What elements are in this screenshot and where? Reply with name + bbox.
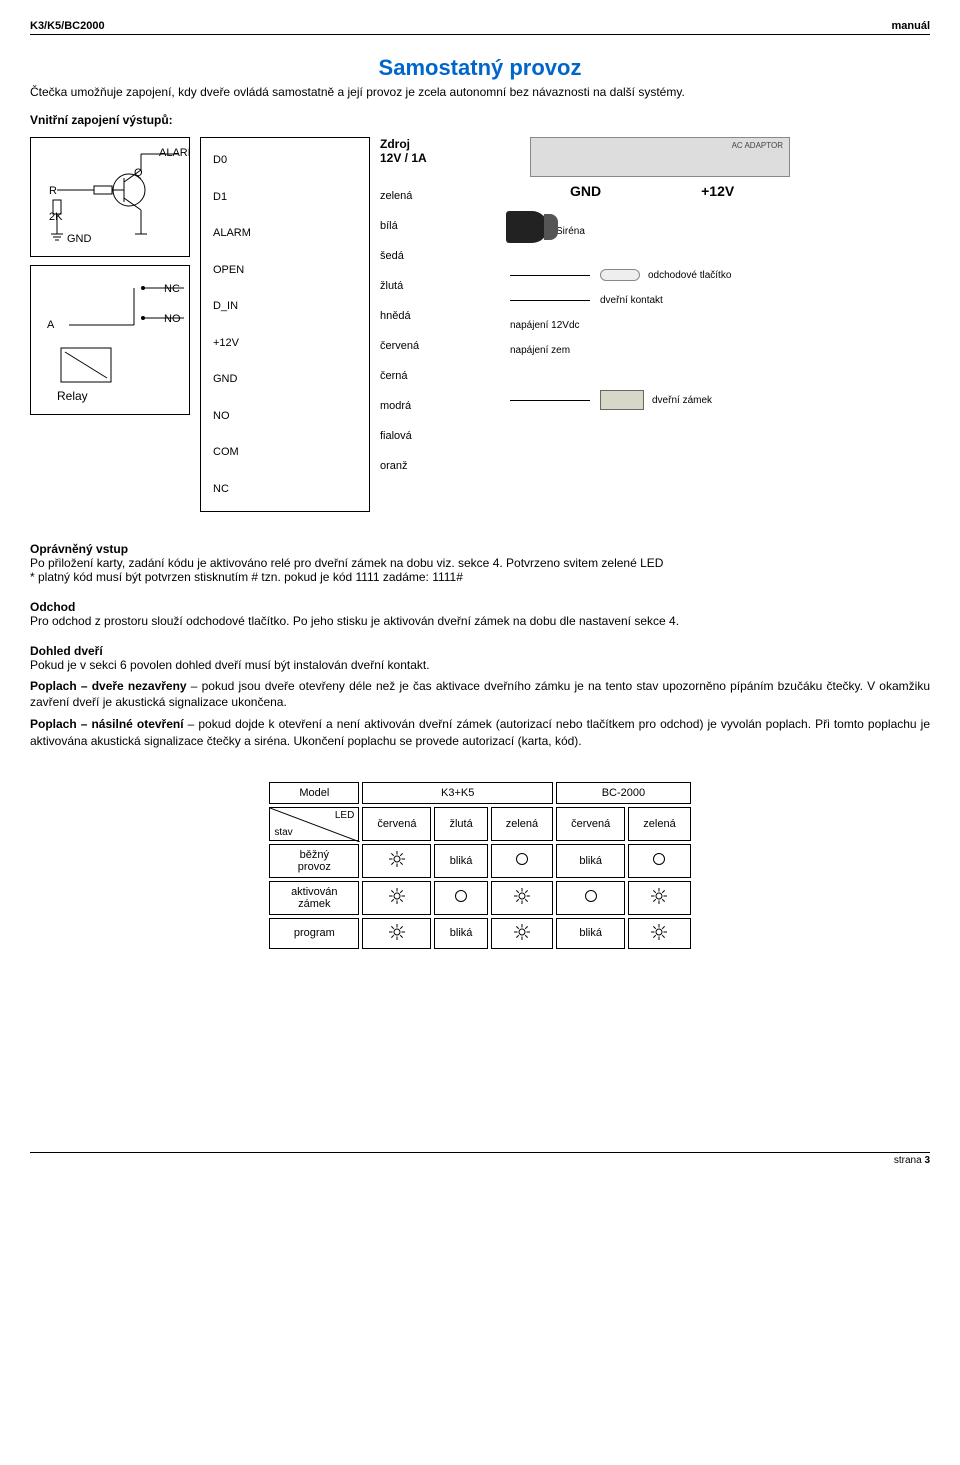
page-title: Samostatný provoz — [30, 55, 930, 81]
cell — [362, 844, 431, 878]
led-label: LED — [335, 810, 354, 821]
terminal-alarm: ALARM — [209, 226, 361, 240]
col-k-cervena: červená — [362, 807, 431, 841]
section-opravneny: Oprávněný vstup Po přiložení karty, zadá… — [30, 542, 930, 584]
cell — [628, 881, 690, 915]
intro-text: Čtečka umožňuje zapojení, kdy dveře ovlá… — [30, 85, 930, 99]
gnd-label: GND — [570, 183, 601, 199]
cell — [556, 881, 625, 915]
wire-zelena: zelená — [380, 187, 500, 205]
th-k3k5: K3+K5 — [362, 782, 553, 804]
odchod-body: Pro odchod z prostoru slouží odchodové t… — [30, 614, 679, 628]
terminal-open: OPEN — [209, 263, 361, 277]
cell — [362, 881, 431, 915]
v12-label: +12V — [701, 183, 734, 199]
zdroj-label: Zdroj 12V / 1A — [380, 137, 500, 165]
alarm-label: ALARM — [159, 147, 189, 159]
cell — [491, 844, 553, 878]
terminal-d0: D0 — [209, 153, 361, 167]
cell — [362, 918, 431, 949]
header-left: K3/K5/BC2000 — [30, 20, 105, 32]
terminal-box: D0 D1 ALARM OPEN D_IN +12V GND NO COM NC — [200, 137, 370, 512]
svg-text:NO: NO — [164, 313, 181, 325]
wire-labels: zelená bílá šedá žlutá hnědá červená čer… — [380, 181, 500, 481]
terminal-d1: D1 — [209, 190, 361, 204]
psu-box: AC ADAPTOR — [530, 137, 790, 177]
zamek-label: dveřní zámek — [652, 395, 712, 406]
cell — [628, 844, 690, 878]
exit-button-icon — [600, 269, 640, 281]
svg-text:Relay: Relay — [57, 389, 88, 403]
svg-text:A: A — [47, 319, 55, 331]
svg-text:NC: NC — [164, 283, 180, 295]
opravneny-body: Po přiložení karty, zadání kódu je aktiv… — [30, 556, 663, 570]
terminal-gnd: GND — [209, 372, 361, 386]
wire-seda: šedá — [380, 247, 500, 265]
model-table: Model K3+K5 BC-2000 LED stav červená žlu… — [266, 779, 693, 952]
dohled-title: Dohled dveří — [30, 644, 103, 658]
row-bezny: běžný provoz — [269, 844, 359, 878]
footer-page: 3 — [924, 1155, 930, 1166]
col-b-cervena: červená — [556, 807, 625, 841]
terminal-no: NO — [209, 409, 361, 423]
wire-bila: bílá — [380, 217, 500, 235]
wire-cerna: černá — [380, 367, 500, 385]
terminal-nc: NC — [209, 482, 361, 496]
footer-strana: strana — [894, 1155, 922, 1166]
opravneny-note: * platný kód musí být potvrzen stisknutí… — [30, 570, 463, 584]
svg-text:R: R — [49, 185, 57, 197]
nap12-label: napájení 12Vdc — [510, 320, 580, 331]
row-program: program — [269, 918, 359, 949]
sirena-label: Siréna — [556, 226, 585, 237]
terminal-com: COM — [209, 445, 361, 459]
svg-text:GND: GND — [67, 233, 92, 245]
cell: bliká — [434, 918, 487, 949]
wire-oranz: oranž — [380, 457, 500, 475]
col-b-zelena: zelená — [628, 807, 690, 841]
diag-cell: LED stav — [269, 807, 359, 841]
opravneny-title: Oprávněný vstup — [30, 542, 128, 556]
diagram-caption: Vnitřní zapojení výstupů: — [30, 113, 930, 127]
terminal-12v: +12V — [209, 336, 361, 350]
section-poplach1: Poplach – dveře nezavřeny – pokud jsou d… — [30, 678, 930, 710]
poplach2-title: Poplach – násilné otevření — [30, 717, 184, 731]
cell — [628, 918, 690, 949]
section-odchod: Odchod Pro odchod z prostoru slouží odch… — [30, 600, 930, 628]
diagram-right-panel: AC ADAPTOR GND +12V Siréna odchodové tla… — [510, 137, 930, 410]
section-poplach2: Poplach – násilné otevření – pokud dojde… — [30, 716, 930, 748]
section-dohled: Dohled dveří Pokud je v sekci 6 povolen … — [30, 644, 930, 672]
cell: bliká — [556, 844, 625, 878]
terminal-din: D_IN — [209, 299, 361, 313]
row-aktiv: aktivován zámek — [269, 881, 359, 915]
wiring-diagram: ALARM R Q 2K — [30, 137, 930, 512]
col-k-zluta: žlutá — [434, 807, 487, 841]
header-bar: K3/K5/BC2000 manuál — [30, 20, 930, 35]
odchod-title: Odchod — [30, 600, 75, 614]
dohled-body: Pokud je v sekci 6 povolen dohled dveří … — [30, 658, 430, 672]
wire-zluta: žlutá — [380, 277, 500, 295]
transistor-box: ALARM R Q 2K — [30, 137, 190, 257]
wire-cervena: červená — [380, 337, 500, 355]
cell: bliká — [434, 844, 487, 878]
wire-modra: modrá — [380, 397, 500, 415]
th-bc2000: BC-2000 — [556, 782, 691, 804]
cell: bliká — [556, 918, 625, 949]
header-right: manuál — [891, 20, 930, 32]
cell — [491, 918, 553, 949]
col-k-zelena: zelená — [491, 807, 553, 841]
cell — [491, 881, 553, 915]
stav-label: stav — [274, 827, 292, 838]
cell — [434, 881, 487, 915]
poplach1-title: Poplach – dveře nezavřeny — [30, 679, 187, 693]
footer: strana 3 — [30, 1152, 930, 1166]
th-model: Model — [269, 782, 359, 804]
siren-icon — [506, 211, 548, 243]
lock-icon — [600, 390, 644, 410]
wire-hneda: hnědá — [380, 307, 500, 325]
relay-box: NC NO A Relay — [30, 265, 190, 415]
napzem-label: napájení zem — [510, 345, 570, 356]
wire-fialova: fialová — [380, 427, 500, 445]
odchod-label: odchodové tlačítko — [648, 270, 731, 281]
kontakt-label: dveřní kontakt — [600, 295, 663, 306]
